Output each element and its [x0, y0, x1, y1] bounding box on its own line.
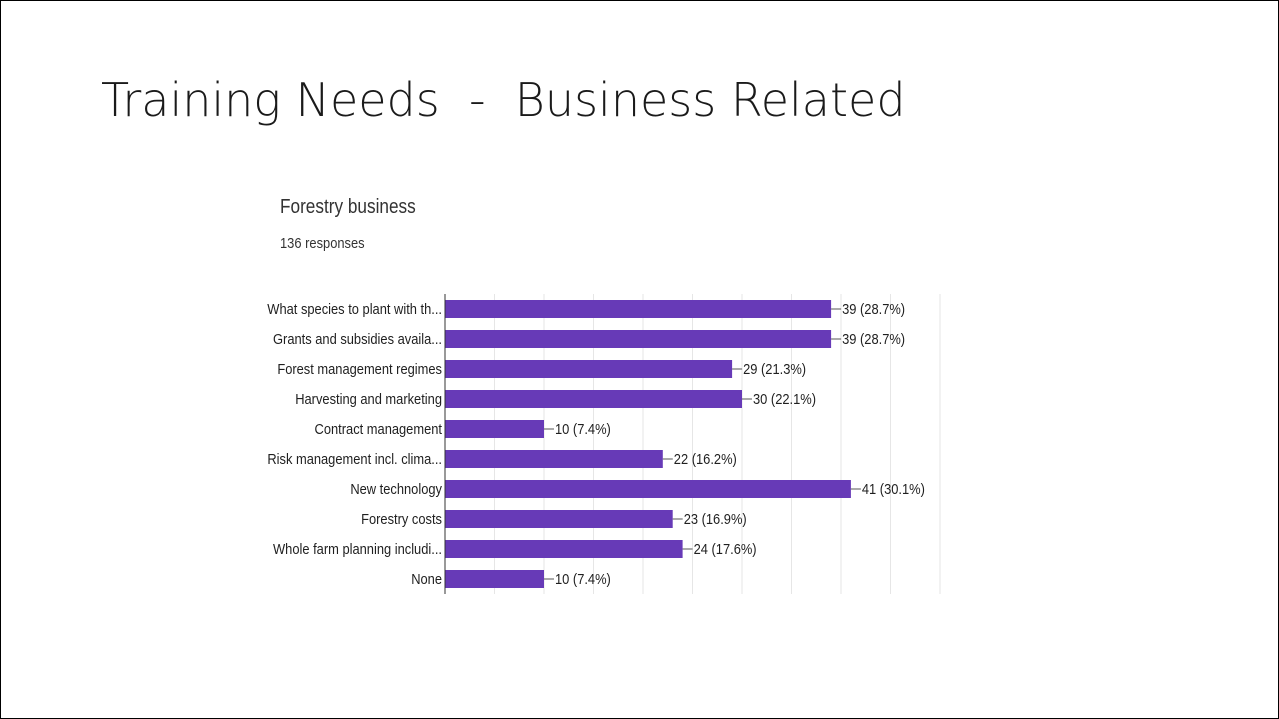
data-label: 10 (7.4%) — [555, 420, 611, 437]
bar-chart: What species to plant with th... 39 (28.7… — [267, 294, 941, 594]
bar — [445, 390, 742, 408]
category-label: Whole farm planning includi... — [273, 540, 442, 557]
bar — [445, 450, 663, 468]
data-label: 10 (7.4%) — [555, 570, 611, 587]
category-label: None — [411, 570, 442, 587]
category-label: Forest management regimes — [277, 360, 442, 377]
category-label: Grants and subsidies availa... — [273, 330, 442, 347]
slide-title: Training Needs - Business Related — [101, 73, 906, 127]
data-label: 39 (28.7%) — [842, 330, 905, 347]
data-label: 23 (16.9%) — [684, 510, 747, 527]
data-label: 22 (16.2%) — [674, 450, 737, 467]
bar — [445, 480, 851, 498]
bar — [445, 510, 673, 528]
bar — [445, 570, 544, 588]
chart-title: Forestry business — [280, 196, 416, 218]
category-label: Contract management — [315, 420, 443, 437]
data-label: 30 (22.1%) — [753, 390, 816, 407]
category-label: Harvesting and marketing — [295, 390, 442, 407]
category-label: New technology — [350, 480, 442, 497]
category-label: Forestry costs — [361, 510, 442, 527]
category-label: Risk management incl. clima... — [267, 450, 442, 467]
data-label: 41 (30.1%) — [862, 480, 925, 497]
category-label: What species to plant with th... — [267, 300, 442, 317]
bar — [445, 360, 733, 378]
data-label: 29 (21.3%) — [743, 360, 806, 377]
bar — [445, 300, 832, 318]
chart-subtitle: 136 responses — [280, 235, 365, 252]
data-label: 24 (17.6%) — [694, 540, 757, 557]
bar — [445, 420, 544, 438]
bar — [445, 330, 832, 348]
bar — [445, 540, 683, 558]
data-label: 39 (28.7%) — [842, 300, 905, 317]
